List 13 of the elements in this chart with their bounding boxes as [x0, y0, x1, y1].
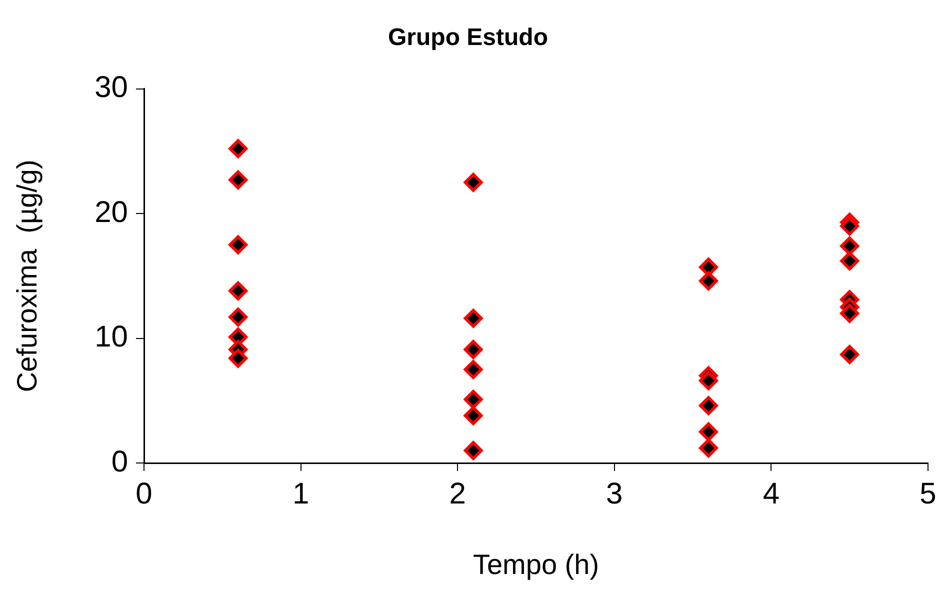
- chart-title: Grupo Estudo: [388, 24, 548, 52]
- x-axis-title: Tempo (h): [472, 548, 600, 580]
- y-axis-title: Cefuroxima (µg/g): [12, 160, 43, 392]
- x-tick-label: 4: [762, 477, 780, 510]
- x-tick-label: 2: [449, 477, 466, 510]
- x-tick-label: 1: [292, 477, 310, 510]
- y-tick-label: 20: [94, 196, 128, 229]
- x-tick-label: 3: [606, 477, 623, 510]
- y-tick-label: 30: [94, 71, 128, 104]
- y-tick-label: 0: [111, 445, 128, 478]
- x-tick-label: 0: [136, 477, 152, 510]
- x-tick-label: 5: [920, 477, 936, 510]
- y-tick-label: 10: [94, 320, 128, 354]
